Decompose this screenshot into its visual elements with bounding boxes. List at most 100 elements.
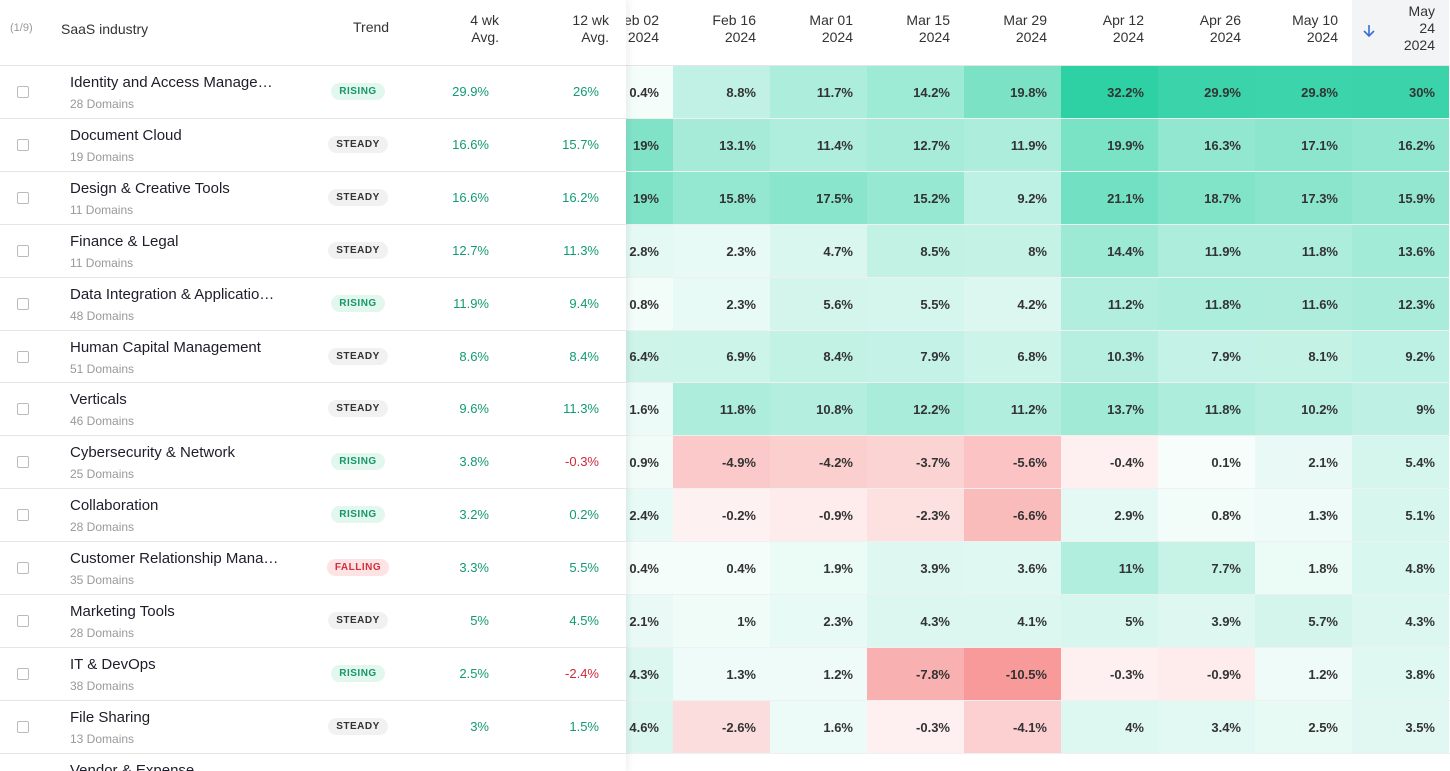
checkbox[interactable] <box>17 562 29 575</box>
checkbox[interactable] <box>17 403 29 416</box>
value-cell: 1.8% <box>1255 542 1352 595</box>
avg12-cell: 15.7% <box>562 136 599 152</box>
date-header[interactable]: Feb 02 2024 <box>626 12 659 46</box>
value-cell: 11.2% <box>964 383 1061 437</box>
row-line <box>626 382 1450 384</box>
trend-badge: STEADY <box>328 241 388 259</box>
value-cell: 0.9% <box>626 436 673 490</box>
checkbox[interactable] <box>17 297 29 310</box>
avg12-cell: 11.3% <box>563 401 599 417</box>
value-cell: 12.3% <box>1352 277 1449 331</box>
row-name: IT & DevOps <box>70 655 156 673</box>
value-cell: 7.9% <box>1158 330 1255 384</box>
checkbox[interactable] <box>17 244 29 257</box>
date-header[interactable]: May 24 2024 <box>1352 3 1435 54</box>
row-line <box>626 223 1450 225</box>
row-line <box>626 170 1450 172</box>
value-cell: 16.2% <box>1352 118 1449 172</box>
trend-cell: RISING <box>300 506 416 524</box>
avg4-header[interactable]: 4 wk Avg. <box>470 12 499 45</box>
value-cell: -10.5% <box>964 647 1061 701</box>
row-line <box>626 594 1450 595</box>
row-name: Customer Relationship Mana… <box>70 550 279 568</box>
checkbox[interactable] <box>17 615 29 627</box>
trend-cell: STEADY <box>300 612 416 629</box>
value-cell: -4.1% <box>964 700 1061 754</box>
value-cell: 0.4% <box>673 542 770 595</box>
date-header[interactable]: Apr 26 2024 <box>1158 12 1241 46</box>
sort-arrow[interactable] <box>1362 24 1376 38</box>
value-cell: 19% <box>626 171 673 225</box>
value-cell: -6.6% <box>964 489 1061 543</box>
scroll-pane: Feb 02 2024 Feb 16 2024 Mar 01 2024 Mar 15 … <box>626 0 1450 771</box>
checkbox[interactable] <box>17 86 29 98</box>
row-line <box>626 117 1450 119</box>
trend-cell: STEADY <box>300 188 416 206</box>
trend-badge: RISING <box>331 453 385 471</box>
checkbox[interactable] <box>17 720 29 733</box>
date-header[interactable]: Mar 01 2024 <box>770 12 853 46</box>
date-header[interactable]: Feb 16 2024 <box>673 12 756 46</box>
date-header[interactable]: Mar 29 2024 <box>964 12 1047 46</box>
value-cell: -4.2% <box>770 436 867 490</box>
header-line <box>0 65 626 66</box>
value-cell: 1% <box>673 595 770 648</box>
checkbox[interactable] <box>17 667 29 680</box>
trend-cell: FALLING <box>300 559 416 577</box>
trend-badge: STEADY <box>328 135 388 153</box>
trend-header[interactable]: Trend <box>353 19 390 35</box>
row-line <box>626 752 1450 754</box>
checkbox[interactable] <box>17 138 29 151</box>
name-header[interactable]: SaaS industry <box>61 21 149 37</box>
value-cell: 1.3% <box>673 647 770 701</box>
row-domains: 28 Domains <box>70 520 135 535</box>
value-cell: -2.3% <box>867 489 964 543</box>
row-line <box>0 646 626 648</box>
row-domains: 19 Domains <box>70 149 135 164</box>
value-cell: -3.7% <box>867 436 964 490</box>
trend-cell: RISING <box>300 294 416 312</box>
checkbox[interactable] <box>17 509 29 522</box>
value-cell: 11.9% <box>964 118 1061 172</box>
row-name: Finance & Legal <box>70 232 179 250</box>
value-cell: 6.8% <box>964 330 1061 384</box>
avg12-cell: 11.3% <box>563 242 599 258</box>
trend-badge: RISING <box>331 506 385 524</box>
value-cell: 2.1% <box>626 595 673 648</box>
value-cell: 3.8% <box>1352 647 1449 701</box>
avg4-cell: 3.2% <box>459 507 489 523</box>
value-cell: 2.5% <box>1255 700 1352 754</box>
checkbox[interactable] <box>17 456 29 469</box>
value-cell: 13.7% <box>1061 383 1158 437</box>
checkbox[interactable] <box>17 350 29 363</box>
row-name: Vendor & Expense <box>70 761 195 771</box>
row-line <box>626 646 1450 648</box>
date-label: Apr 26 2024 <box>1199 12 1241 45</box>
row-name: Cybersecurity & Network <box>70 444 236 462</box>
avg12-cell: 8.4% <box>569 348 599 364</box>
value-cell: 12.7% <box>867 118 964 172</box>
value-cell: 0.1% <box>1158 436 1255 490</box>
row-line <box>0 752 626 754</box>
row-line <box>0 435 626 437</box>
value-cell: 7.9% <box>867 330 964 384</box>
value-cell: 14.2% <box>867 66 964 119</box>
date-header[interactable]: Apr 12 2024 <box>1061 12 1144 46</box>
date-header[interactable]: Mar 15 2024 <box>867 12 950 46</box>
value-cell: 9.2% <box>964 171 1061 225</box>
value-cell: 1.3% <box>1255 489 1352 543</box>
sorted-header-bg <box>1352 0 1449 66</box>
value-cell: 8.5% <box>867 224 964 278</box>
avg12-header[interactable]: 12 wk Avg. <box>572 12 609 45</box>
row-line <box>0 488 626 490</box>
row-line <box>0 170 626 172</box>
value-cell: 0.4% <box>626 66 673 119</box>
date-header[interactable]: May 10 2024 <box>1255 12 1338 46</box>
trend-badge: STEADY <box>328 717 388 735</box>
checkbox[interactable] <box>17 191 29 204</box>
trend-cell: RISING <box>300 453 416 471</box>
row-domains: 35 Domains <box>70 573 135 588</box>
value-cell: 8.1% <box>1255 330 1352 384</box>
value-cell: 1.2% <box>770 647 867 701</box>
